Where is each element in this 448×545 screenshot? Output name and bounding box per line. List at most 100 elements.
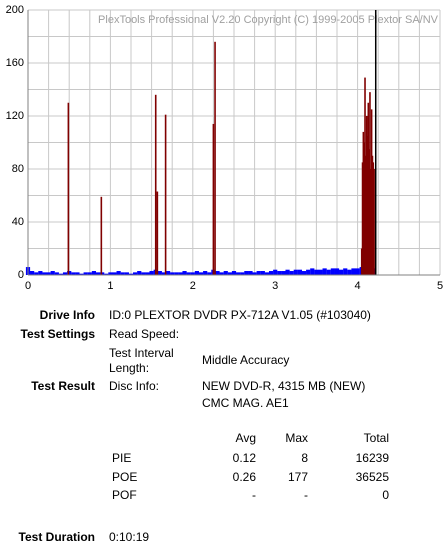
bar — [264, 272, 270, 275]
bar — [219, 272, 224, 275]
bar — [367, 102, 370, 275]
bar — [178, 272, 183, 275]
bar — [215, 271, 220, 275]
bar — [365, 116, 368, 275]
bar — [79, 273, 84, 275]
table-cell: Avg — [235, 431, 256, 445]
table-cell: POF — [112, 488, 137, 502]
value: 0:10:19 — [109, 530, 150, 544]
bar — [165, 271, 171, 275]
bar — [30, 271, 35, 275]
bar — [301, 271, 307, 275]
bar — [355, 268, 360, 275]
bar — [174, 272, 179, 275]
bar — [145, 272, 150, 275]
table-cell: Max — [285, 431, 308, 445]
bar — [156, 191, 159, 275]
watermark: PlexTools Professional V2.20 Copyright (… — [98, 14, 439, 26]
label: Drive Info — [39, 308, 95, 322]
bar — [137, 271, 142, 275]
bar — [227, 272, 232, 275]
bar — [365, 155, 367, 275]
bar — [112, 272, 117, 275]
bar — [360, 248, 363, 275]
table-cell: - — [252, 488, 256, 502]
bar — [322, 268, 327, 275]
bar — [334, 268, 340, 275]
bar — [306, 269, 311, 275]
bar — [297, 269, 303, 275]
bar — [256, 271, 261, 275]
bar — [330, 268, 335, 275]
bar — [362, 131, 365, 275]
bar — [326, 269, 331, 275]
table-cell: POE — [112, 469, 138, 484]
bar — [154, 94, 157, 275]
bar — [58, 273, 64, 275]
bar — [198, 272, 204, 275]
bar — [124, 272, 129, 275]
bar — [133, 272, 138, 275]
bar — [314, 269, 319, 275]
label: Test Duration — [18, 530, 95, 544]
bar — [67, 102, 70, 275]
bar — [293, 269, 298, 275]
y-tick-label: 120 — [6, 110, 24, 122]
bar — [252, 272, 257, 275]
bar — [95, 272, 101, 275]
bar — [157, 271, 162, 275]
bar — [100, 272, 105, 275]
bar — [62, 272, 68, 275]
bar — [364, 77, 366, 275]
table-cell: 0.26 — [232, 469, 256, 484]
table-cell: Total — [363, 431, 389, 445]
bar — [54, 272, 59, 275]
bar — [141, 272, 146, 275]
bar — [46, 272, 51, 275]
bar — [75, 272, 80, 275]
value: NEW DVD-R, 4315 MB (NEW) — [202, 379, 366, 393]
bar — [190, 272, 195, 275]
label: Test Settings — [20, 327, 95, 341]
y-tick-label: 0 — [18, 269, 24, 281]
bar — [161, 272, 167, 275]
bar — [164, 114, 167, 275]
bar — [116, 271, 121, 275]
label: Test Interval Length: — [109, 346, 174, 375]
value: Middle Accuracy — [202, 353, 290, 367]
x-tick-label: 4 — [355, 280, 361, 292]
x-tick-label: 0 — [25, 280, 31, 292]
x-tick-label: 5 — [437, 280, 443, 292]
bar — [104, 273, 109, 275]
bar — [212, 123, 215, 275]
value: CMC MAG. AE1 — [202, 396, 289, 410]
bar — [343, 268, 348, 275]
chart: PlexTools Professional V2.20 Copyright (… — [6, 4, 443, 292]
bar — [369, 169, 372, 275]
bar — [194, 271, 200, 275]
bar — [236, 272, 241, 275]
bar — [347, 269, 352, 275]
bar — [50, 271, 55, 275]
table-cell: - — [304, 488, 308, 502]
bar — [363, 142, 365, 275]
bar — [273, 269, 278, 275]
bar — [214, 41, 216, 275]
bar — [369, 92, 371, 276]
table-cell: 0 — [382, 488, 389, 502]
bar — [42, 272, 47, 275]
y-tick-label: 40 — [12, 216, 24, 228]
bar — [149, 271, 154, 275]
bar — [231, 271, 237, 275]
bar — [67, 271, 72, 275]
bar — [368, 149, 370, 275]
bar — [285, 269, 290, 275]
bar — [203, 271, 208, 275]
bar — [351, 268, 356, 275]
bar — [83, 272, 88, 275]
table-cell: PIE — [112, 451, 132, 465]
bar — [207, 272, 212, 275]
y-tick-label: 160 — [6, 57, 24, 69]
bar — [108, 272, 113, 275]
bar — [289, 271, 294, 275]
